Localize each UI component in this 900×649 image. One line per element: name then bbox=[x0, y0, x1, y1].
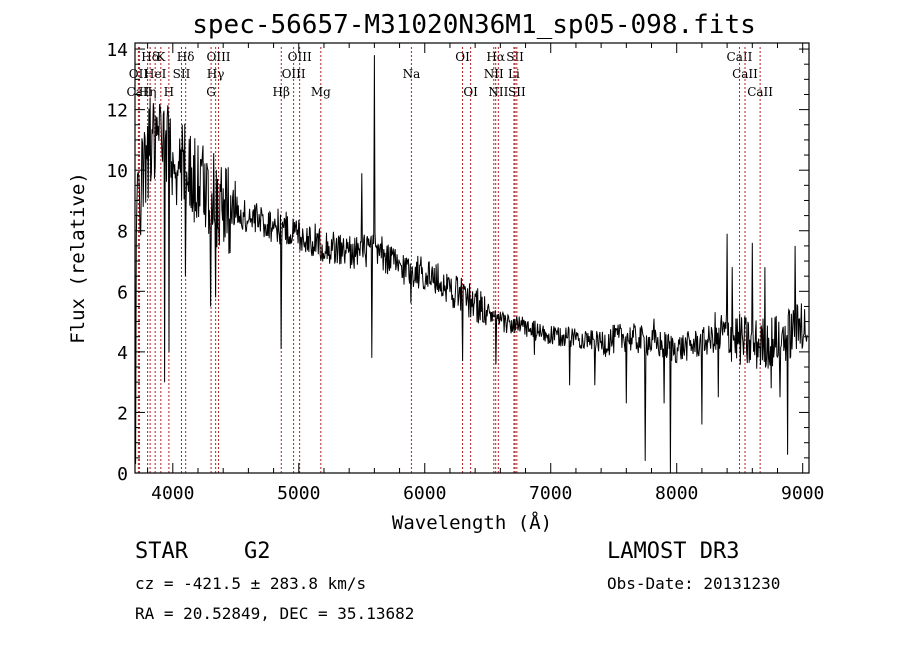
line-marker-label: Hγ bbox=[207, 67, 225, 81]
x-tick-label: 9000 bbox=[781, 483, 824, 504]
object-class: STAR bbox=[135, 539, 188, 564]
line-marker-label: SII bbox=[506, 50, 524, 64]
line-marker-label: Hβ bbox=[273, 85, 290, 99]
y-tick-label: 0 bbox=[117, 464, 128, 485]
line-marker-label: OII bbox=[129, 67, 149, 81]
line-marker-label: OIII bbox=[206, 50, 230, 64]
line-marker-label: OI bbox=[463, 85, 478, 99]
y-tick-label: 14 bbox=[106, 40, 128, 61]
line-marker-label: Hα bbox=[486, 50, 505, 64]
line-marker-label: CaII bbox=[732, 67, 758, 81]
line-marker-label: Hη bbox=[139, 85, 157, 99]
line-marker-label: Li bbox=[508, 67, 520, 81]
line-marker-label: OI bbox=[455, 50, 470, 64]
x-axis: 4000 5000 6000 7000 8000 9000 bbox=[147, 43, 824, 504]
line-marker-label: Hδ bbox=[141, 50, 159, 64]
line-marker-label: OIII bbox=[288, 50, 312, 64]
x-tick-label: 7000 bbox=[529, 483, 572, 504]
line-marker-label: SII bbox=[173, 67, 191, 81]
spectrum-line bbox=[134, 55, 808, 474]
line-marker-label: OIII bbox=[282, 67, 306, 81]
line-marker-label: Na bbox=[403, 67, 421, 81]
line-marker-label: SII bbox=[508, 85, 526, 99]
line-marker-label: CaII bbox=[747, 85, 773, 99]
line-marker-label: CaII bbox=[126, 85, 152, 99]
survey-name: LAMOST DR3 bbox=[607, 539, 740, 564]
line-marker-label: H bbox=[164, 85, 174, 99]
y-tick-label: 12 bbox=[106, 101, 128, 122]
chart-title: spec-56657-M31020N36M1_sp05-098.fits bbox=[192, 10, 756, 40]
line-marker-label: NII bbox=[488, 85, 508, 99]
observation-date: Obs-Date: 20131230 bbox=[607, 574, 781, 593]
y-tick-label: 6 bbox=[117, 282, 128, 303]
x-tick-label: 5000 bbox=[277, 483, 320, 504]
line-marker-label: K bbox=[156, 50, 166, 64]
x-tick-label: 4000 bbox=[151, 483, 194, 504]
plot-frame bbox=[134, 42, 810, 474]
y-tick-label: 10 bbox=[106, 161, 128, 182]
y-axis-label: Flux (relative) bbox=[67, 172, 89, 344]
x-tick-label: 8000 bbox=[655, 483, 698, 504]
line-marker-label: NII bbox=[484, 67, 504, 81]
x-tick-label: 6000 bbox=[403, 483, 446, 504]
line-marker-label: CaII bbox=[727, 50, 753, 64]
line-marker-label: Mg bbox=[311, 85, 331, 99]
y-tick-label: 2 bbox=[117, 403, 128, 424]
line-marker-label: HeI bbox=[144, 67, 167, 81]
y-tick-label: 8 bbox=[117, 222, 128, 243]
y-axis: 0 2 4 6 8 10 12 14 bbox=[106, 40, 809, 485]
y-tick-label: 4 bbox=[117, 343, 128, 364]
line-marker-label: G bbox=[206, 85, 216, 99]
x-axis-label: Wavelength (Å) bbox=[392, 511, 552, 534]
line-markers: Hδ OII CaII K HeI Hη H Hδ SII OIII Hγ G Hβ OIII OIII Mg… bbox=[126, 45, 773, 473]
redshift-velocity: cz = -421.5 ± 283.8 km/s bbox=[135, 574, 367, 593]
object-subclass: G2 bbox=[244, 539, 271, 564]
line-marker-label: Hδ bbox=[177, 50, 195, 64]
coordinates: RA = 20.52849, DEC = 35.13682 bbox=[135, 604, 415, 623]
